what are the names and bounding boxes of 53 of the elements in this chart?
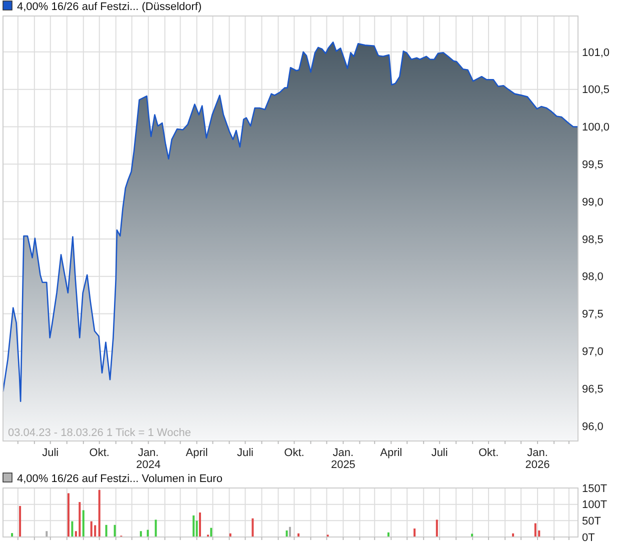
bar xyxy=(46,531,48,537)
bar xyxy=(105,524,108,537)
annotation: 03.04.23 - 18.03.26 1 Tick = 1 Woche xyxy=(8,427,191,439)
bar xyxy=(534,523,536,537)
bar xyxy=(252,518,254,537)
y-tick-label: 101,0 xyxy=(582,46,610,59)
bar xyxy=(210,528,212,537)
bar xyxy=(94,525,96,537)
x-tick-label: Okt. xyxy=(478,447,499,459)
x-tick-label: Juli xyxy=(236,447,254,459)
bar xyxy=(140,531,142,537)
y-tick-label: 150T xyxy=(582,482,608,495)
bar xyxy=(19,506,22,537)
y-tick-label: 100,0 xyxy=(582,122,610,134)
bar xyxy=(471,534,474,537)
bar xyxy=(11,533,14,537)
y-tick-label: 0T xyxy=(582,532,596,544)
y-tick-label: 97,5 xyxy=(582,308,604,321)
y-tick-label: 100,5 xyxy=(582,84,610,96)
y-tick-label: 100T xyxy=(582,499,608,512)
x-tick-label: April xyxy=(186,447,208,459)
bar xyxy=(82,510,84,537)
x-tick-label: Juli xyxy=(42,447,59,459)
y-tick-label: 99,0 xyxy=(582,196,604,208)
bar xyxy=(67,493,70,537)
bar xyxy=(114,524,116,537)
bar xyxy=(286,530,288,537)
bar xyxy=(192,515,195,537)
bar xyxy=(288,526,291,537)
x-tick-label: Jan. 2024 xyxy=(136,447,161,471)
bar xyxy=(436,520,438,537)
y-tick-label: 50T xyxy=(582,516,602,528)
x-tick-label: Okt. xyxy=(284,447,304,459)
y-tick-label: 98,5 xyxy=(582,234,604,246)
x-tick-label: Okt. xyxy=(89,447,110,459)
x-tick-label: Jan. 2026 xyxy=(525,447,550,471)
x-tick-label: April xyxy=(380,447,402,459)
bar xyxy=(78,502,81,537)
bar xyxy=(414,528,416,537)
y-tick-label: 96,5 xyxy=(582,383,604,396)
bar xyxy=(71,521,74,537)
bar xyxy=(154,520,157,537)
y-tick-label: 99,5 xyxy=(582,159,604,171)
bar xyxy=(90,521,92,537)
y-tick-label: 97,0 xyxy=(582,346,604,358)
legend-label: 4,00% 16/26 auf Festzi... (Düsseldorf) xyxy=(17,0,202,13)
y-tick-label: 98,0 xyxy=(582,271,604,284)
x-tick-label: Jan. 2025 xyxy=(330,447,356,471)
bar xyxy=(198,512,201,537)
bar xyxy=(146,530,149,537)
x-tick-label: Juli xyxy=(431,447,448,459)
legend-label: 4,00% 16/26 auf Festzi... Volumen in Euro xyxy=(17,472,222,485)
y-tick-label: 96,0 xyxy=(582,420,604,433)
